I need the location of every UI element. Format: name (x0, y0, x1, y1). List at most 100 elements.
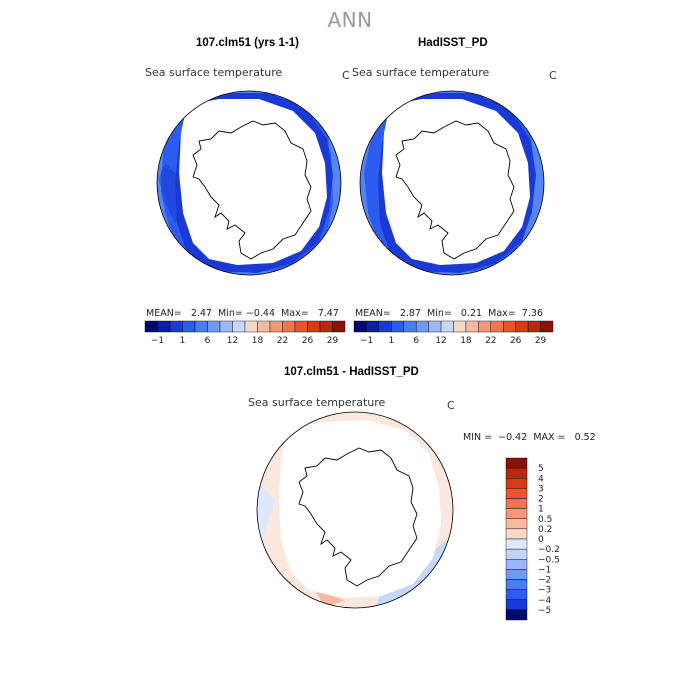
colorbar-swatch (391, 320, 404, 333)
colorbar-swatch (307, 320, 321, 333)
colorbar-swatch (169, 320, 183, 333)
min-label: Min= (427, 308, 452, 319)
colorbar-swatch (527, 320, 541, 333)
colorbar-swatch (378, 320, 392, 333)
colorbar-tick-label: −4 (538, 596, 552, 606)
panel-2-colorbar: −1 1 6 12 18 22 26 29 (353, 320, 554, 346)
colorbar-tick-label: −1 (360, 336, 373, 346)
colorbar-tick-label: 12 (227, 336, 238, 346)
colorbar-swatch (505, 488, 528, 499)
colorbar-swatch (490, 320, 504, 333)
colorbar-tick-label: 0.5 (538, 515, 552, 525)
difference-case-title: 107.clm51 - HadISST_PD (284, 366, 419, 378)
colorbar-swatch (157, 320, 171, 333)
panel-2-stats: MEAN= 2.87 Min= 0.21 Max= 7.36 (355, 308, 543, 319)
colorbar-tick-label: 5 (538, 464, 544, 474)
colorbar-swatch (505, 569, 528, 580)
colorbar-tick-label: 12 (435, 336, 446, 346)
max-label: Max= (281, 308, 309, 319)
colorbar-swatch (505, 559, 528, 570)
difference-stats: MIN = −0.42 MAX = 0.52 (463, 432, 596, 443)
colorbar-swatch (505, 589, 528, 600)
colorbar-tick-label: 0.2 (538, 525, 552, 535)
colorbar-swatch (319, 320, 333, 333)
colorbar-swatch (505, 538, 528, 550)
colorbar-swatch (540, 320, 554, 333)
colorbar-tick-label: 1 (180, 336, 186, 346)
max-label: Max= (488, 308, 516, 319)
colorbar-tick-label: 2 (538, 495, 544, 505)
max-value: 0.52 (574, 432, 596, 443)
colorbar-swatch (505, 478, 528, 489)
colorbar-swatch (505, 548, 528, 560)
panel-2-polar-map (359, 90, 545, 276)
min-value: −0.44 (245, 308, 276, 319)
max-value: 7.36 (521, 308, 543, 319)
colorbar-tick-label: 29 (535, 336, 547, 346)
min-value: 0.21 (460, 308, 483, 319)
colorbar-swatch (505, 528, 528, 540)
colorbar-tick-label: 18 (460, 336, 472, 346)
colorbar-swatch (244, 320, 258, 333)
colorbar-swatch (403, 320, 417, 333)
colorbar-swatch (353, 320, 367, 333)
colorbar-swatch (478, 320, 492, 333)
colorbar-tick-label: 6 (413, 336, 419, 346)
colorbar-tick-label: −0.5 (538, 555, 560, 565)
mean-value: 2.87 (399, 308, 421, 319)
panel-1-stats: MEAN= 2.47 Min= −0.44 Max= 7.47 (146, 308, 339, 319)
difference-variable-label: Sea surface temperature (248, 396, 386, 409)
colorbar-tick-label: 26 (510, 336, 522, 346)
min-label: Min= (218, 308, 243, 319)
difference-polar-map (256, 411, 454, 609)
colorbar-swatch (232, 320, 246, 333)
colorbar-swatch (465, 320, 479, 333)
colorbar-swatch (332, 320, 346, 333)
mean-label: MEAN= (146, 308, 182, 319)
colorbar-swatch (257, 320, 271, 333)
panel-2-case-title: HadISST_PD (418, 37, 488, 49)
difference-units-label: C (447, 399, 455, 412)
colorbar-swatch (505, 498, 528, 509)
colorbar-tick-label: −1 (151, 336, 164, 346)
panel-1-variable-label: Sea surface temperature (145, 66, 283, 79)
colorbar-tick-label: −3 (538, 586, 551, 596)
colorbar-swatch (182, 320, 196, 333)
colorbar-swatch (144, 320, 158, 333)
panel-1-units-label: C (342, 69, 350, 82)
colorbar-tick-label: −0.2 (538, 545, 560, 555)
colorbar-tick-label: 22 (277, 336, 288, 346)
colorbar-tick-label: 1 (388, 336, 394, 346)
panel-1-polar-map (156, 90, 342, 276)
colorbar-swatch (505, 467, 528, 479)
panel-1-case-title: 107.clm51 (yrs 1-1) (196, 37, 299, 49)
colorbar-tick-label: 4 (538, 474, 544, 484)
colorbar-swatch (366, 320, 380, 333)
min-value: −0.42 (498, 432, 528, 443)
figure-title: ANN (327, 8, 373, 32)
colorbar-swatch (194, 320, 208, 333)
mean-value: 2.47 (190, 308, 212, 319)
colorbar-swatch (282, 320, 296, 333)
colorbar-swatch (505, 579, 528, 590)
panel-1-colorbar: −1 1 6 12 18 22 26 29 (144, 320, 346, 346)
colorbar-swatch (505, 508, 528, 519)
colorbar-tick-label: 6 (205, 336, 211, 346)
max-value: 7.47 (317, 308, 339, 319)
map-boundary (156, 90, 342, 276)
colorbar-swatch (415, 320, 429, 333)
colorbar-swatch (440, 320, 454, 333)
colorbar-swatch (515, 320, 529, 333)
colorbar-tick-label: 18 (252, 336, 264, 346)
colorbar-swatch (505, 599, 528, 611)
mean-label: MEAN= (355, 308, 391, 319)
panel-2-units-label: C (549, 69, 557, 82)
colorbar-swatch (453, 320, 467, 333)
colorbar-tick-label: 0 (538, 535, 544, 545)
colorbar-swatch (294, 320, 308, 333)
colorbar-tick-label: 26 (302, 336, 314, 346)
colorbar-tick-label: 22 (485, 336, 496, 346)
